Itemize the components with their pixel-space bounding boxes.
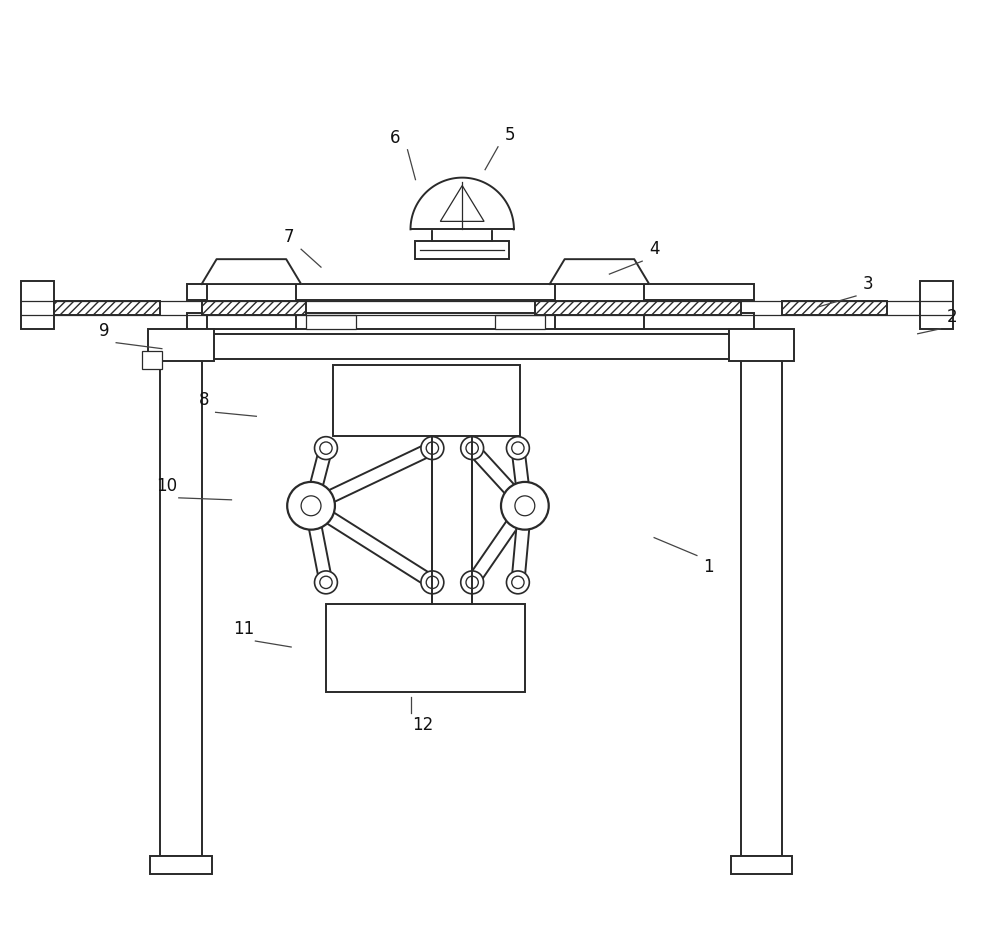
Polygon shape <box>411 177 514 229</box>
Bar <box>187 313 754 329</box>
Polygon shape <box>511 506 531 582</box>
Circle shape <box>426 442 439 454</box>
Bar <box>54 301 160 315</box>
Text: 10: 10 <box>156 477 177 495</box>
Text: 8: 8 <box>198 391 209 409</box>
Polygon shape <box>511 447 531 507</box>
Circle shape <box>501 482 549 530</box>
Polygon shape <box>467 502 530 586</box>
Bar <box>160 334 202 855</box>
Circle shape <box>315 571 337 594</box>
Bar <box>150 855 212 873</box>
Text: 11: 11 <box>233 620 254 638</box>
Bar <box>535 301 741 315</box>
Bar <box>729 329 794 360</box>
Polygon shape <box>202 259 301 284</box>
Bar <box>142 351 162 369</box>
Bar <box>202 301 306 315</box>
Bar <box>782 301 887 315</box>
Polygon shape <box>305 446 332 507</box>
Bar <box>555 284 644 329</box>
Text: 12: 12 <box>412 716 433 734</box>
Circle shape <box>466 576 478 588</box>
Circle shape <box>421 437 444 460</box>
Circle shape <box>461 571 484 594</box>
Circle shape <box>512 576 524 588</box>
Circle shape <box>301 496 321 516</box>
Circle shape <box>506 437 529 460</box>
Text: 9: 9 <box>99 322 109 340</box>
Bar <box>920 281 953 329</box>
Text: 1: 1 <box>704 558 714 577</box>
Text: 6: 6 <box>390 129 401 147</box>
Circle shape <box>315 437 337 460</box>
Bar <box>432 229 492 241</box>
Bar <box>148 329 214 360</box>
Text: 3: 3 <box>863 275 873 293</box>
Circle shape <box>512 442 524 454</box>
Text: 5: 5 <box>505 126 515 144</box>
Bar <box>306 315 356 329</box>
Bar <box>160 334 782 358</box>
Polygon shape <box>308 443 435 511</box>
Circle shape <box>461 437 484 460</box>
Circle shape <box>506 571 529 594</box>
Bar <box>187 284 754 300</box>
Text: 2: 2 <box>947 308 958 325</box>
Bar <box>495 315 545 329</box>
Circle shape <box>320 576 332 588</box>
Polygon shape <box>308 500 436 588</box>
Circle shape <box>287 482 335 530</box>
Text: 7: 7 <box>284 228 294 247</box>
Bar <box>731 855 792 873</box>
Bar <box>326 604 525 691</box>
Circle shape <box>466 442 478 454</box>
Polygon shape <box>550 259 649 284</box>
Text: 4: 4 <box>649 240 659 258</box>
Polygon shape <box>305 505 332 583</box>
Circle shape <box>515 496 535 516</box>
Polygon shape <box>467 444 530 510</box>
Bar <box>207 284 296 329</box>
Circle shape <box>426 576 439 588</box>
Bar <box>21 281 54 329</box>
Bar <box>415 241 509 259</box>
Bar <box>741 334 782 855</box>
Circle shape <box>421 571 444 594</box>
Circle shape <box>320 442 332 454</box>
Bar <box>333 365 520 436</box>
